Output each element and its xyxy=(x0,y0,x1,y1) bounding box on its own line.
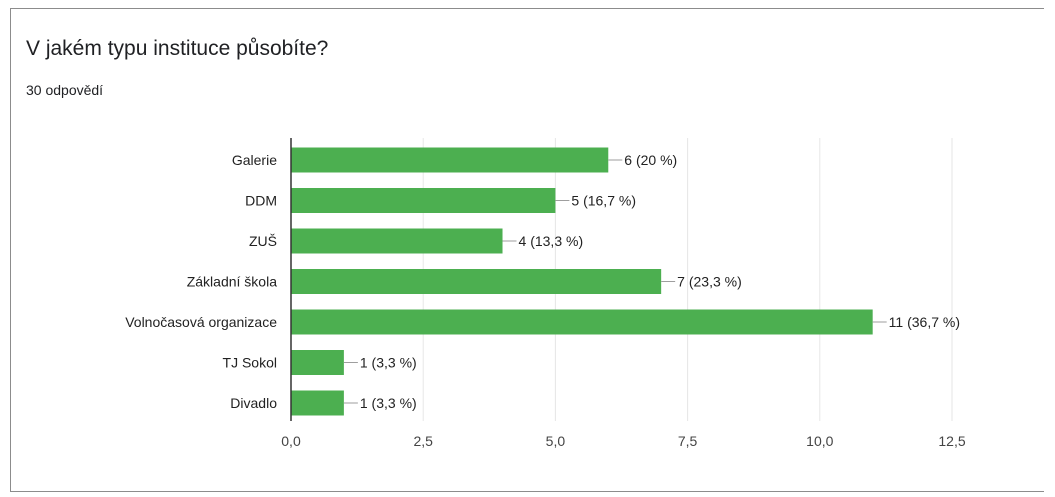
bar xyxy=(291,309,873,335)
x-tick-label: 2,5 xyxy=(413,433,433,449)
question-title: V jakém typu instituce působíte? xyxy=(26,37,329,60)
category-label: Volnočasová organizace xyxy=(125,314,277,330)
x-tick-label: 12,5 xyxy=(938,433,965,449)
category-label: DDM xyxy=(245,193,277,209)
labels: 0,0 2,5 5,0 7,5 10,0 12,5 Galerie 6 (20 %) DDM 5 … xyxy=(125,152,966,449)
data-label: 1 (3,3 %) xyxy=(360,395,417,411)
x-tick-label: 5,0 xyxy=(546,433,566,449)
category-label: TJ Sokol xyxy=(223,355,277,371)
bars xyxy=(291,147,873,416)
data-label: 11 (36,7 %) xyxy=(889,314,960,330)
data-label: 7 (23,3 %) xyxy=(677,274,742,290)
data-label: 6 (20 %) xyxy=(624,152,677,168)
category-label: Galerie xyxy=(232,152,277,168)
x-tick-label: 7,5 xyxy=(678,433,698,449)
bar xyxy=(291,390,344,416)
bar xyxy=(291,188,556,213)
data-label: 4 (13,3 %) xyxy=(519,233,584,249)
data-label: 1 (3,3 %) xyxy=(360,355,417,371)
chart-card xyxy=(10,8,1044,492)
category-label: ZUŠ xyxy=(249,233,277,249)
bar xyxy=(291,350,344,375)
response-count: 30 odpovědí xyxy=(26,82,104,98)
category-label: Divadlo xyxy=(230,395,277,411)
x-tick-label: 0,0 xyxy=(281,433,301,449)
category-label: Základní škola xyxy=(187,274,277,290)
bar xyxy=(291,228,503,254)
data-label: 5 (16,7 %) xyxy=(571,193,636,209)
bar xyxy=(291,147,609,173)
bar xyxy=(291,269,662,294)
x-tick-label: 10,0 xyxy=(806,433,833,449)
